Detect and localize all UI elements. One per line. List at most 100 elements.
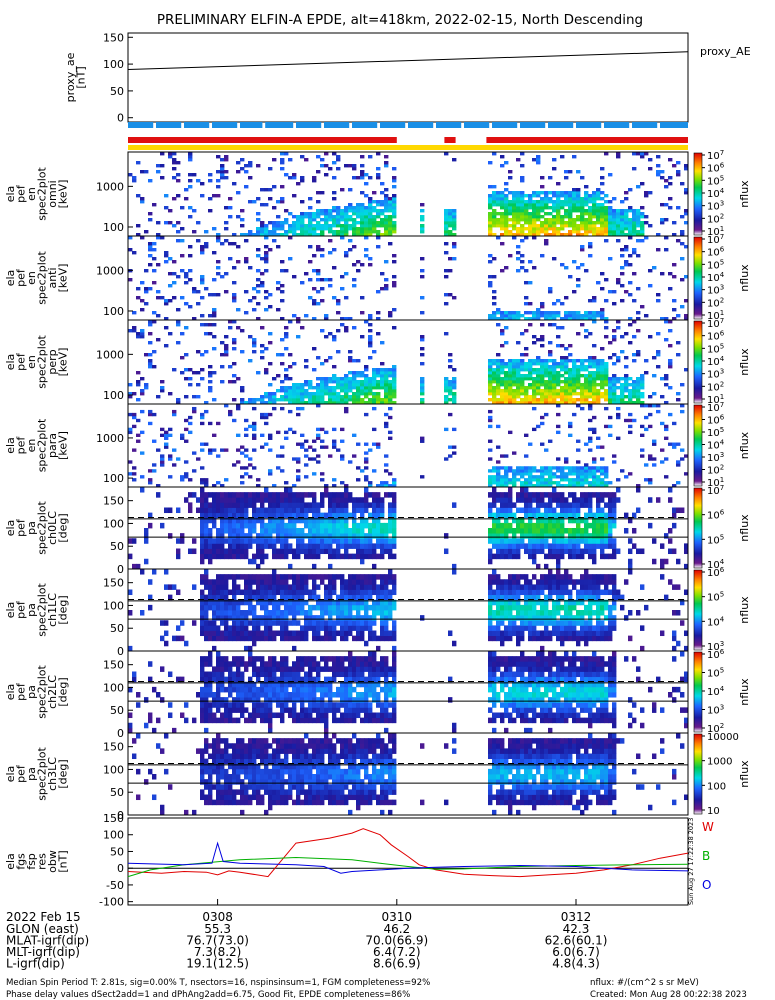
- spectrogram-cell: [488, 194, 493, 198]
- spectrogram-cell: [356, 604, 361, 611]
- spectrogram-cell: [292, 615, 297, 621]
- spectrogram-cell: [220, 517, 225, 524]
- spectrogram-cell: [520, 401, 525, 405]
- spectrogram-cell: [320, 191, 325, 195]
- spectrogram-cell: [372, 584, 377, 590]
- spectrogram-cell: [612, 548, 617, 555]
- spectrogram-cell: [368, 553, 373, 560]
- spectrogram-cell: [180, 433, 185, 437]
- spectrogram-cell: [328, 625, 333, 631]
- spectrogram-cell: [392, 377, 397, 381]
- spectrogram-cell: [360, 164, 365, 168]
- spectrogram-cell: [492, 517, 497, 524]
- spectrogram-cell: [236, 460, 241, 464]
- spectrogram-cell: [140, 170, 145, 174]
- spectrogram-cell: [296, 389, 301, 393]
- spectrogram-cell: [572, 362, 577, 366]
- spectrogram-cell: [420, 224, 425, 228]
- spectrogram-cell: [284, 512, 289, 519]
- spectrogram-cell: [340, 481, 345, 485]
- spectrogram-cell: [244, 427, 249, 432]
- spectrogram-cell: [196, 457, 201, 461]
- spectrogram-cell: [388, 594, 393, 601]
- spectrogram-cell: [516, 377, 521, 381]
- spectrogram-cell: [244, 170, 249, 174]
- spectrogram-cell: [340, 574, 345, 580]
- spectrogram-cell: [612, 230, 617, 234]
- spectrogram-cell: [312, 630, 317, 637]
- y-axis-label-line: en: [25, 187, 38, 201]
- spectrogram-cell: [540, 533, 545, 539]
- spectrogram-cell: [448, 257, 453, 261]
- spectrogram-cell: [500, 269, 505, 273]
- spectrogram-cell: [592, 299, 597, 303]
- colorbar-tick-label: 105: [707, 258, 724, 271]
- spectrogram-cell: [496, 401, 501, 405]
- spectrogram-cell: [256, 218, 261, 222]
- spectrogram-cell: [492, 475, 497, 479]
- spectrogram-cell: [508, 380, 513, 384]
- spectrogram-cell: [320, 574, 325, 580]
- spectrogram-cell: [568, 380, 573, 384]
- spectrogram-cell: [488, 284, 493, 288]
- spectrogram-cell: [604, 472, 609, 476]
- spectrogram-cell: [612, 497, 617, 503]
- spectrogram-cell: [668, 386, 673, 390]
- spectrogram-cell: [352, 589, 357, 596]
- spectrogram-cell: [596, 203, 601, 207]
- spectrogram-cell: [316, 538, 321, 544]
- spectrogram-cell: [592, 212, 597, 216]
- spectrogram-cell: [228, 257, 233, 261]
- spectrogram-cell: [548, 221, 553, 225]
- spectrogram-cell: [316, 594, 321, 601]
- spectrogram-cell: [500, 200, 505, 204]
- spectrogram-cell: [304, 517, 309, 524]
- spectrogram-cell: [332, 502, 337, 508]
- spectrogram-cell: [284, 502, 289, 508]
- spectrogram-cell: [504, 497, 509, 503]
- spectrogram-cell: [360, 528, 365, 534]
- spectrogram-cell: [364, 497, 369, 503]
- spectrogram-cell: [344, 164, 349, 168]
- spectrogram-cell: [604, 152, 609, 156]
- spectrogram-cell: [552, 475, 557, 479]
- spectrogram-cell: [528, 374, 533, 378]
- spectrogram-cell: [612, 517, 617, 524]
- spectrogram-cell: [224, 347, 229, 351]
- spectrogram-cell: [300, 604, 305, 611]
- spectrogram-cell: [304, 365, 309, 369]
- spectrogram-cell: [604, 200, 609, 204]
- spectrogram-cell: [564, 380, 569, 384]
- spectrogram-cell: [640, 221, 645, 225]
- spectrogram-cell: [552, 466, 557, 470]
- spectrogram-cell: [328, 395, 333, 399]
- spectrogram-cell: [380, 543, 385, 549]
- spectrogram-cell: [384, 155, 389, 159]
- spectrogram-cell: [524, 392, 529, 396]
- spectrogram-cell: [252, 528, 257, 534]
- spectrogram-cell: [568, 206, 573, 210]
- spectrogram-cell: [296, 469, 301, 473]
- colorbar-label: nflux: [738, 264, 751, 292]
- spectrogram-cell: [488, 409, 493, 414]
- spectrogram-cell: [324, 218, 329, 222]
- spectrogram-cell: [244, 233, 249, 237]
- spectrogram-cell: [340, 492, 345, 498]
- spectrogram-cell: [560, 538, 565, 544]
- spectrogram-cell: [572, 492, 577, 498]
- spectrogram-cell: [288, 543, 293, 549]
- spectrogram-cell: [316, 502, 321, 508]
- spectrogram-cell: [332, 492, 337, 498]
- spectrogram-cell: [368, 386, 373, 390]
- spectrogram-cell: [292, 173, 297, 177]
- spectrogram-cell: [200, 604, 205, 611]
- spectrogram-cell: [332, 221, 337, 225]
- spectrogram-cell: [384, 209, 389, 213]
- spectrogram-cell: [312, 401, 317, 405]
- spectrogram-cell: [504, 548, 509, 555]
- spectrogram-cell: [420, 353, 425, 357]
- spectrogram-cell: [452, 245, 457, 249]
- spectrogram-cell: [196, 497, 201, 503]
- spectrogram-cell: [212, 635, 217, 642]
- spectrogram-cell: [324, 335, 329, 339]
